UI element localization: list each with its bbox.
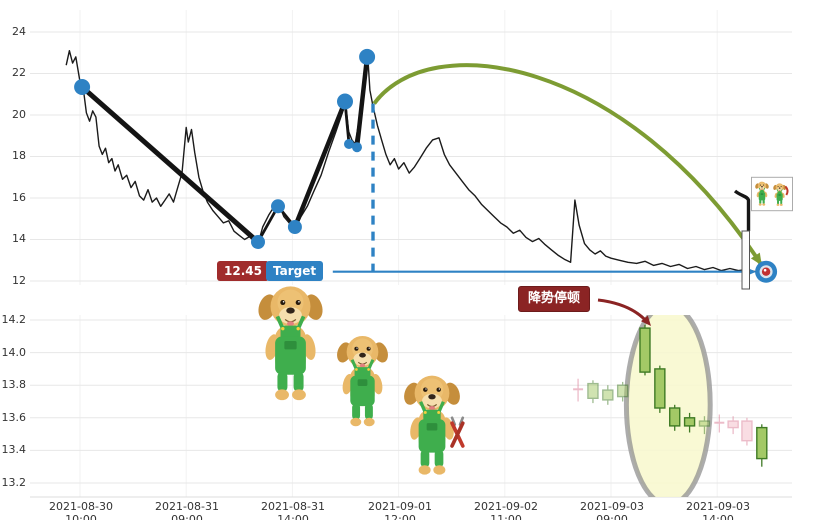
candle [669,404,681,431]
price-line [65,50,756,273]
y-axis-tick-label: 14.0 [1,346,27,359]
zigzag-segment [292,99,348,230]
downtrend-pause-annotation: 降势停顿 [518,286,591,312]
y-axis-tick-label: 12 [12,274,26,287]
pivot-dot [352,142,362,153]
pivot-dot [287,220,302,234]
candle [756,424,768,467]
candle [714,414,725,433]
puppy-sticker-large-icon [249,281,332,404]
x-axis-tick-label: 2021-08-31 14:00 [261,500,325,520]
puppies-thumbnail-box-icon [751,176,793,212]
y-axis-tick-label: 14 [12,232,26,245]
x-axis-tick-label: 2021-08-30 10:00 [49,500,113,520]
x-axis-tick-label: 2021-09-03 14:00 [686,500,750,520]
candle [616,381,629,402]
puppy-with-pliers-icon [397,371,465,478]
pivot-dot [344,139,354,149]
x-axis-tick-label: 2021-08-31 09:00 [155,500,219,520]
red-pliers-icon [450,416,465,448]
candle [654,365,666,413]
y-axis-tick-label: 22 [12,66,26,79]
pivot-dot [74,79,91,95]
pivot-dot [271,199,285,214]
pause-highlight-ellipse [623,315,713,497]
y-axis-tick-label: 14.2 [1,313,27,326]
projection-arc [372,63,764,267]
candle [741,417,753,446]
target-bullseye-icon [755,260,778,283]
target-annotation-badge: Target [266,261,324,282]
y-axis-tick-label: 13.8 [1,378,27,391]
puppy-sticker-medium-icon [332,329,393,432]
y-axis-tick-label: 13.4 [1,443,27,456]
zigzag-segment [354,54,370,150]
candle [698,416,711,435]
pivot-dot [359,48,376,65]
y-axis-tick-label: 13.6 [1,411,27,424]
x-axis-tick-label: 2021-09-01 12:00 [368,500,432,520]
y-axis-tick-label: 24 [12,25,26,38]
y-axis-tick-label: 13.2 [1,476,27,489]
candle [587,380,599,404]
candle [639,324,651,376]
candle [602,385,614,405]
y-axis-tick-label: 20 [12,108,26,121]
x-axis-tick-label: 2021-09-02 11:00 [474,500,538,520]
x-axis-tick-label: 2021-09-03 09:00 [580,500,644,520]
price-annotation-badge: 12.45 [217,261,269,282]
y-axis-tick-label: 18 [12,149,26,162]
zigzag-segment [79,84,261,245]
pivot-dot [337,93,353,110]
hand-drawn-hook-marker [733,189,751,231]
candle [573,378,584,402]
thin-bar-marker [741,230,750,290]
candle [683,412,696,433]
candle [727,416,739,435]
pivot-dot [251,235,265,249]
y-axis-tick-label: 16 [12,191,26,204]
